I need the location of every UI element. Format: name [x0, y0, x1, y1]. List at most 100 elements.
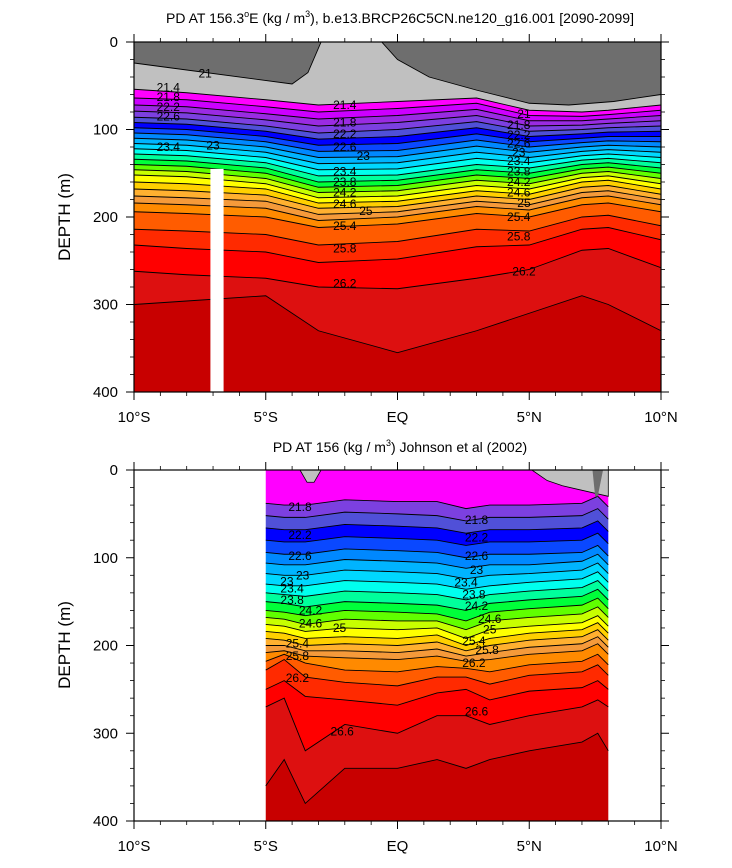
lower-contour-lines [265, 495, 609, 805]
contour-band [265, 545, 609, 569]
contour-label: 25.4 [286, 637, 310, 651]
contour-line [134, 227, 661, 263]
contour-label: 23.8 [507, 165, 531, 179]
y-tick-label: 300 [93, 297, 118, 314]
contour-line [265, 680, 609, 706]
contour-label: 21 [198, 67, 212, 81]
contour-line [134, 190, 661, 215]
contour-label: 24.6 [299, 617, 323, 631]
contour-line [134, 104, 661, 122]
contour-line [134, 295, 661, 354]
contour-line [134, 143, 661, 165]
contour-band [134, 133, 661, 158]
contour-line [265, 606, 609, 631]
contour-line [265, 732, 609, 805]
contour-line [134, 158, 661, 183]
contour-line [134, 148, 661, 171]
contour-line [265, 629, 609, 652]
contour-label: 22.6 [333, 140, 357, 154]
contour-line [134, 179, 661, 204]
contour-label: 23 [357, 149, 371, 163]
contour-label: 21.4 [333, 98, 357, 112]
upper-contour-panel: PD AT 156.3oE (kg / m3), b.e13.BRCP26C5C… [55, 9, 678, 426]
contour-line [265, 562, 609, 580]
contour-line [265, 653, 609, 673]
contour-label: 23.4 [333, 165, 357, 179]
y-tick-label: 100 [93, 550, 118, 567]
contour-label: 22.2 [465, 531, 489, 545]
contour-label: 23.4 [507, 154, 531, 168]
contour-label: 22.2 [157, 100, 181, 114]
contour-label: 25.8 [333, 242, 357, 256]
lower-y-axis-label: DEPTH (m) [55, 601, 74, 689]
contour-band [265, 606, 609, 639]
contour-line [134, 195, 661, 221]
contour-label: 23 [206, 138, 220, 152]
contour-label: 25 [483, 623, 497, 637]
x-tick-label: 5°N [517, 838, 542, 855]
upper-contour-labels: 2121.421.822.222.62323.421.421.822.222.6… [157, 67, 536, 291]
upper-contour-lines [134, 88, 661, 354]
contour-label: 26.2 [286, 671, 310, 685]
contour-label: 22.6 [507, 137, 531, 151]
contour-line [265, 553, 609, 569]
y-tick-label: 0 [110, 462, 118, 479]
contour-label: 23.8 [280, 593, 304, 607]
y-tick-label: 100 [93, 122, 118, 139]
contour-band [134, 227, 661, 289]
contour-line [265, 597, 609, 622]
contour-line [134, 248, 661, 290]
contour-line [265, 532, 609, 546]
contour-label: 23.4 [157, 140, 181, 154]
contour-line [134, 88, 661, 113]
contour-line [265, 643, 609, 662]
contour-label: 25 [517, 196, 531, 210]
x-tick-label: 10°S [118, 838, 151, 855]
contour-label: 25.8 [286, 649, 310, 663]
contour-band [265, 580, 609, 611]
lower-contour-fills [265, 470, 609, 821]
contour-band [134, 148, 661, 176]
topography-mask [134, 42, 661, 106]
contour-band [134, 117, 661, 140]
contour-label: 25 [359, 204, 373, 218]
upper-axes: 10°S 5°S EQ 5°N 10°N 0 100 200 300 400 [93, 34, 678, 426]
contour-band [134, 127, 661, 152]
contour-band [134, 295, 661, 392]
contour-band [265, 659, 609, 706]
contour-label: 22.2 [333, 127, 357, 141]
contour-label: 23.8 [333, 175, 357, 189]
contour-band [265, 733, 609, 821]
contour-label: 24.6 [333, 197, 357, 211]
contour-line [265, 571, 609, 590]
contour-label: 21.8 [157, 90, 181, 104]
contour-line [265, 495, 609, 510]
contour-label: 21 [517, 107, 531, 121]
contour-label: 24.2 [507, 175, 531, 189]
contour-band [134, 98, 661, 121]
contour-label: 26.6 [465, 704, 489, 718]
contour-label: 21.8 [507, 118, 531, 132]
contour-label: 24.6 [507, 186, 531, 200]
contour-label: 21.8 [333, 116, 357, 130]
contour-label: 23 [512, 145, 526, 159]
contour-line [265, 636, 609, 657]
contour-label: 21.4 [157, 81, 181, 95]
contour-label: 22.6 [465, 549, 489, 563]
y-tick-label: 300 [93, 725, 118, 742]
x-tick-label: 5°S [254, 838, 278, 855]
contour-label: 24.2 [299, 603, 323, 617]
contour-line [134, 202, 661, 228]
contour-label: 26.2 [462, 656, 486, 670]
contour-label: 23 [280, 574, 294, 588]
contour-band [134, 180, 661, 209]
contour-label: 22.2 [288, 528, 312, 542]
contour-band [134, 122, 661, 146]
contour-label: 25.4 [333, 219, 357, 233]
x-tick-label: 5°S [254, 409, 278, 426]
topography-notch [592, 470, 604, 497]
x-tick-label: 10°S [118, 409, 151, 426]
contour-label: 22.2 [507, 128, 531, 142]
contour-line [265, 508, 609, 522]
topography-top-blank [134, 33, 321, 42]
